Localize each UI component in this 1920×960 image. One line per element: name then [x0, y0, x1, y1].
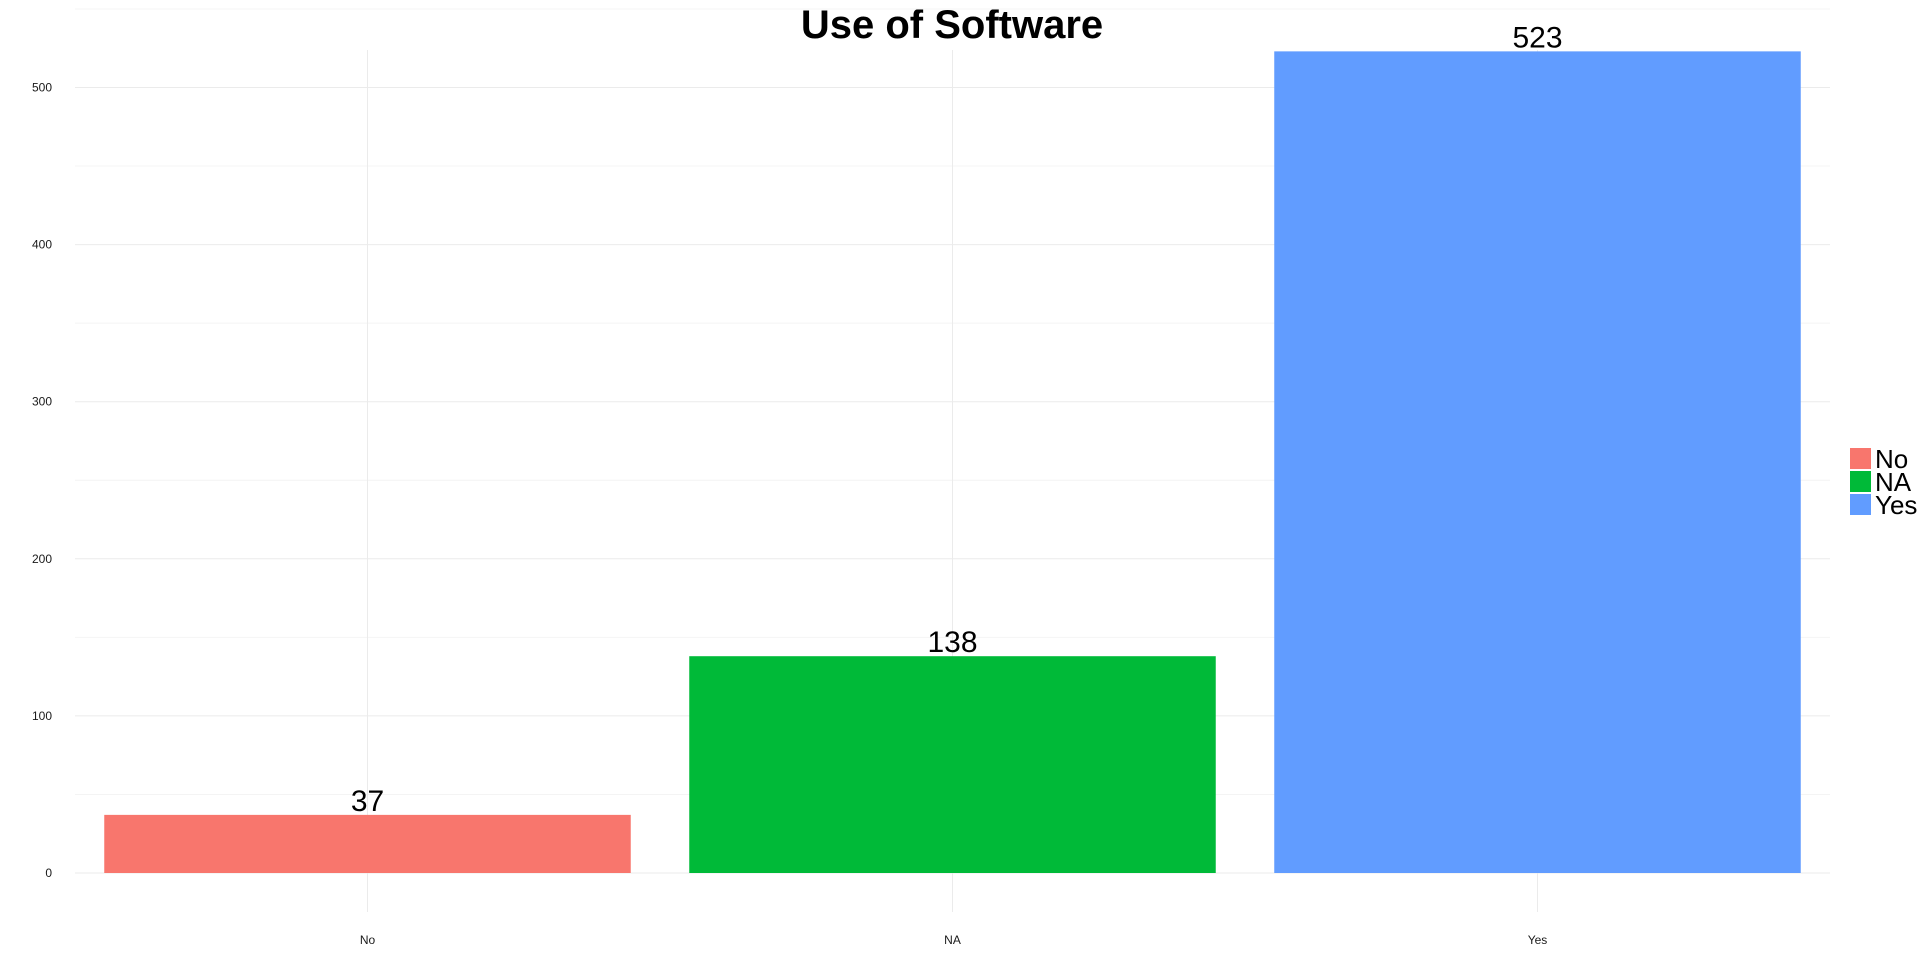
bars — [104, 51, 1801, 873]
data-label-na: 138 — [927, 626, 977, 659]
legend-label-no: No — [1875, 444, 1908, 474]
y-tick-label: 200 — [32, 552, 52, 566]
chart-title: Use of Software — [801, 3, 1103, 47]
y-tick-label: 500 — [32, 81, 52, 95]
bar-na — [689, 656, 1216, 873]
y-tick-label: 100 — [32, 709, 52, 723]
legend-label-yes: Yes — [1875, 490, 1917, 520]
x-tick-label: NA — [944, 933, 961, 947]
x-axis: No NA Yes — [360, 933, 1547, 947]
y-tick-label: 0 — [45, 866, 52, 880]
data-label-yes: 523 — [1512, 21, 1562, 54]
y-tick-label: 400 — [32, 238, 52, 252]
y-tick-label: 300 — [32, 395, 52, 409]
data-label-no: 37 — [351, 785, 384, 818]
x-tick-label: No — [360, 933, 376, 947]
data-labels: 37 138 523 — [351, 21, 1563, 818]
x-tick-label: Yes — [1528, 933, 1548, 947]
bar-no — [104, 814, 631, 873]
legend-label-na: NA — [1875, 467, 1912, 497]
legend-swatch-no — [1850, 448, 1871, 469]
bar-yes — [1274, 51, 1801, 873]
legend-swatch-na — [1850, 471, 1871, 492]
y-axis: 0 100 200 300 400 500 — [32, 81, 52, 881]
legend-swatch-yes — [1850, 494, 1871, 515]
